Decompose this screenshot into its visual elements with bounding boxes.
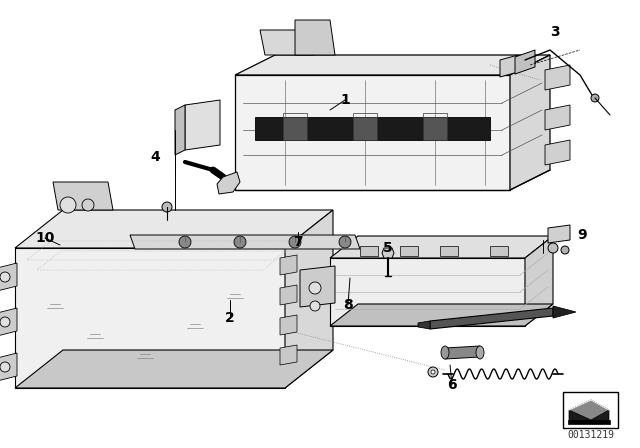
Polygon shape [568, 420, 610, 424]
Circle shape [310, 301, 320, 311]
Text: 6: 6 [447, 378, 457, 392]
Text: 4: 4 [150, 150, 160, 164]
Polygon shape [280, 255, 297, 275]
Ellipse shape [476, 346, 484, 359]
Polygon shape [280, 315, 297, 335]
Polygon shape [525, 236, 553, 326]
Polygon shape [330, 236, 553, 258]
Polygon shape [500, 55, 518, 77]
Polygon shape [280, 285, 297, 305]
Circle shape [0, 362, 10, 372]
Circle shape [428, 367, 438, 377]
Text: 1: 1 [340, 93, 350, 107]
Circle shape [234, 236, 246, 248]
Polygon shape [300, 266, 335, 307]
Polygon shape [440, 246, 458, 256]
Circle shape [179, 236, 191, 248]
Polygon shape [15, 350, 333, 388]
Text: 9: 9 [577, 228, 587, 242]
Circle shape [82, 199, 94, 211]
Polygon shape [569, 400, 609, 420]
Polygon shape [445, 346, 480, 359]
Polygon shape [430, 308, 553, 329]
Circle shape [309, 282, 321, 294]
Polygon shape [353, 117, 377, 140]
Polygon shape [15, 248, 285, 388]
Circle shape [561, 246, 569, 254]
Text: 8: 8 [343, 298, 353, 312]
Circle shape [0, 317, 10, 327]
Circle shape [162, 202, 172, 212]
Polygon shape [285, 210, 333, 388]
Polygon shape [360, 246, 378, 256]
Polygon shape [0, 263, 17, 291]
Polygon shape [545, 140, 570, 165]
Polygon shape [185, 100, 220, 150]
Polygon shape [510, 55, 550, 190]
Polygon shape [569, 400, 609, 422]
Polygon shape [235, 55, 550, 75]
Polygon shape [283, 117, 307, 140]
Circle shape [289, 236, 301, 248]
Polygon shape [330, 258, 525, 326]
Text: 7: 7 [293, 235, 303, 249]
Circle shape [591, 94, 599, 102]
Polygon shape [545, 65, 570, 90]
Polygon shape [553, 306, 576, 318]
Polygon shape [255, 117, 490, 140]
Polygon shape [217, 172, 240, 194]
Text: 5: 5 [383, 241, 393, 255]
Polygon shape [563, 392, 618, 428]
Polygon shape [400, 246, 418, 256]
Polygon shape [280, 345, 297, 365]
Text: 2: 2 [225, 311, 235, 325]
Text: 10: 10 [35, 231, 54, 245]
Polygon shape [515, 50, 535, 74]
Polygon shape [548, 225, 570, 243]
Polygon shape [260, 30, 315, 55]
Polygon shape [490, 246, 508, 256]
Circle shape [0, 272, 10, 282]
Polygon shape [545, 105, 570, 130]
Text: 00131219: 00131219 [568, 430, 614, 440]
Circle shape [431, 370, 435, 374]
Polygon shape [382, 248, 394, 258]
Text: 3: 3 [550, 25, 560, 39]
Polygon shape [295, 20, 335, 55]
Circle shape [60, 197, 76, 213]
Polygon shape [15, 210, 333, 248]
Circle shape [339, 236, 351, 248]
Circle shape [548, 243, 558, 253]
Polygon shape [130, 235, 360, 249]
Ellipse shape [441, 346, 449, 359]
Polygon shape [330, 304, 553, 326]
Polygon shape [175, 105, 185, 155]
Polygon shape [423, 117, 447, 140]
Polygon shape [0, 308, 17, 336]
Polygon shape [53, 182, 113, 210]
Polygon shape [235, 75, 510, 190]
Polygon shape [418, 321, 430, 329]
Polygon shape [0, 353, 17, 381]
